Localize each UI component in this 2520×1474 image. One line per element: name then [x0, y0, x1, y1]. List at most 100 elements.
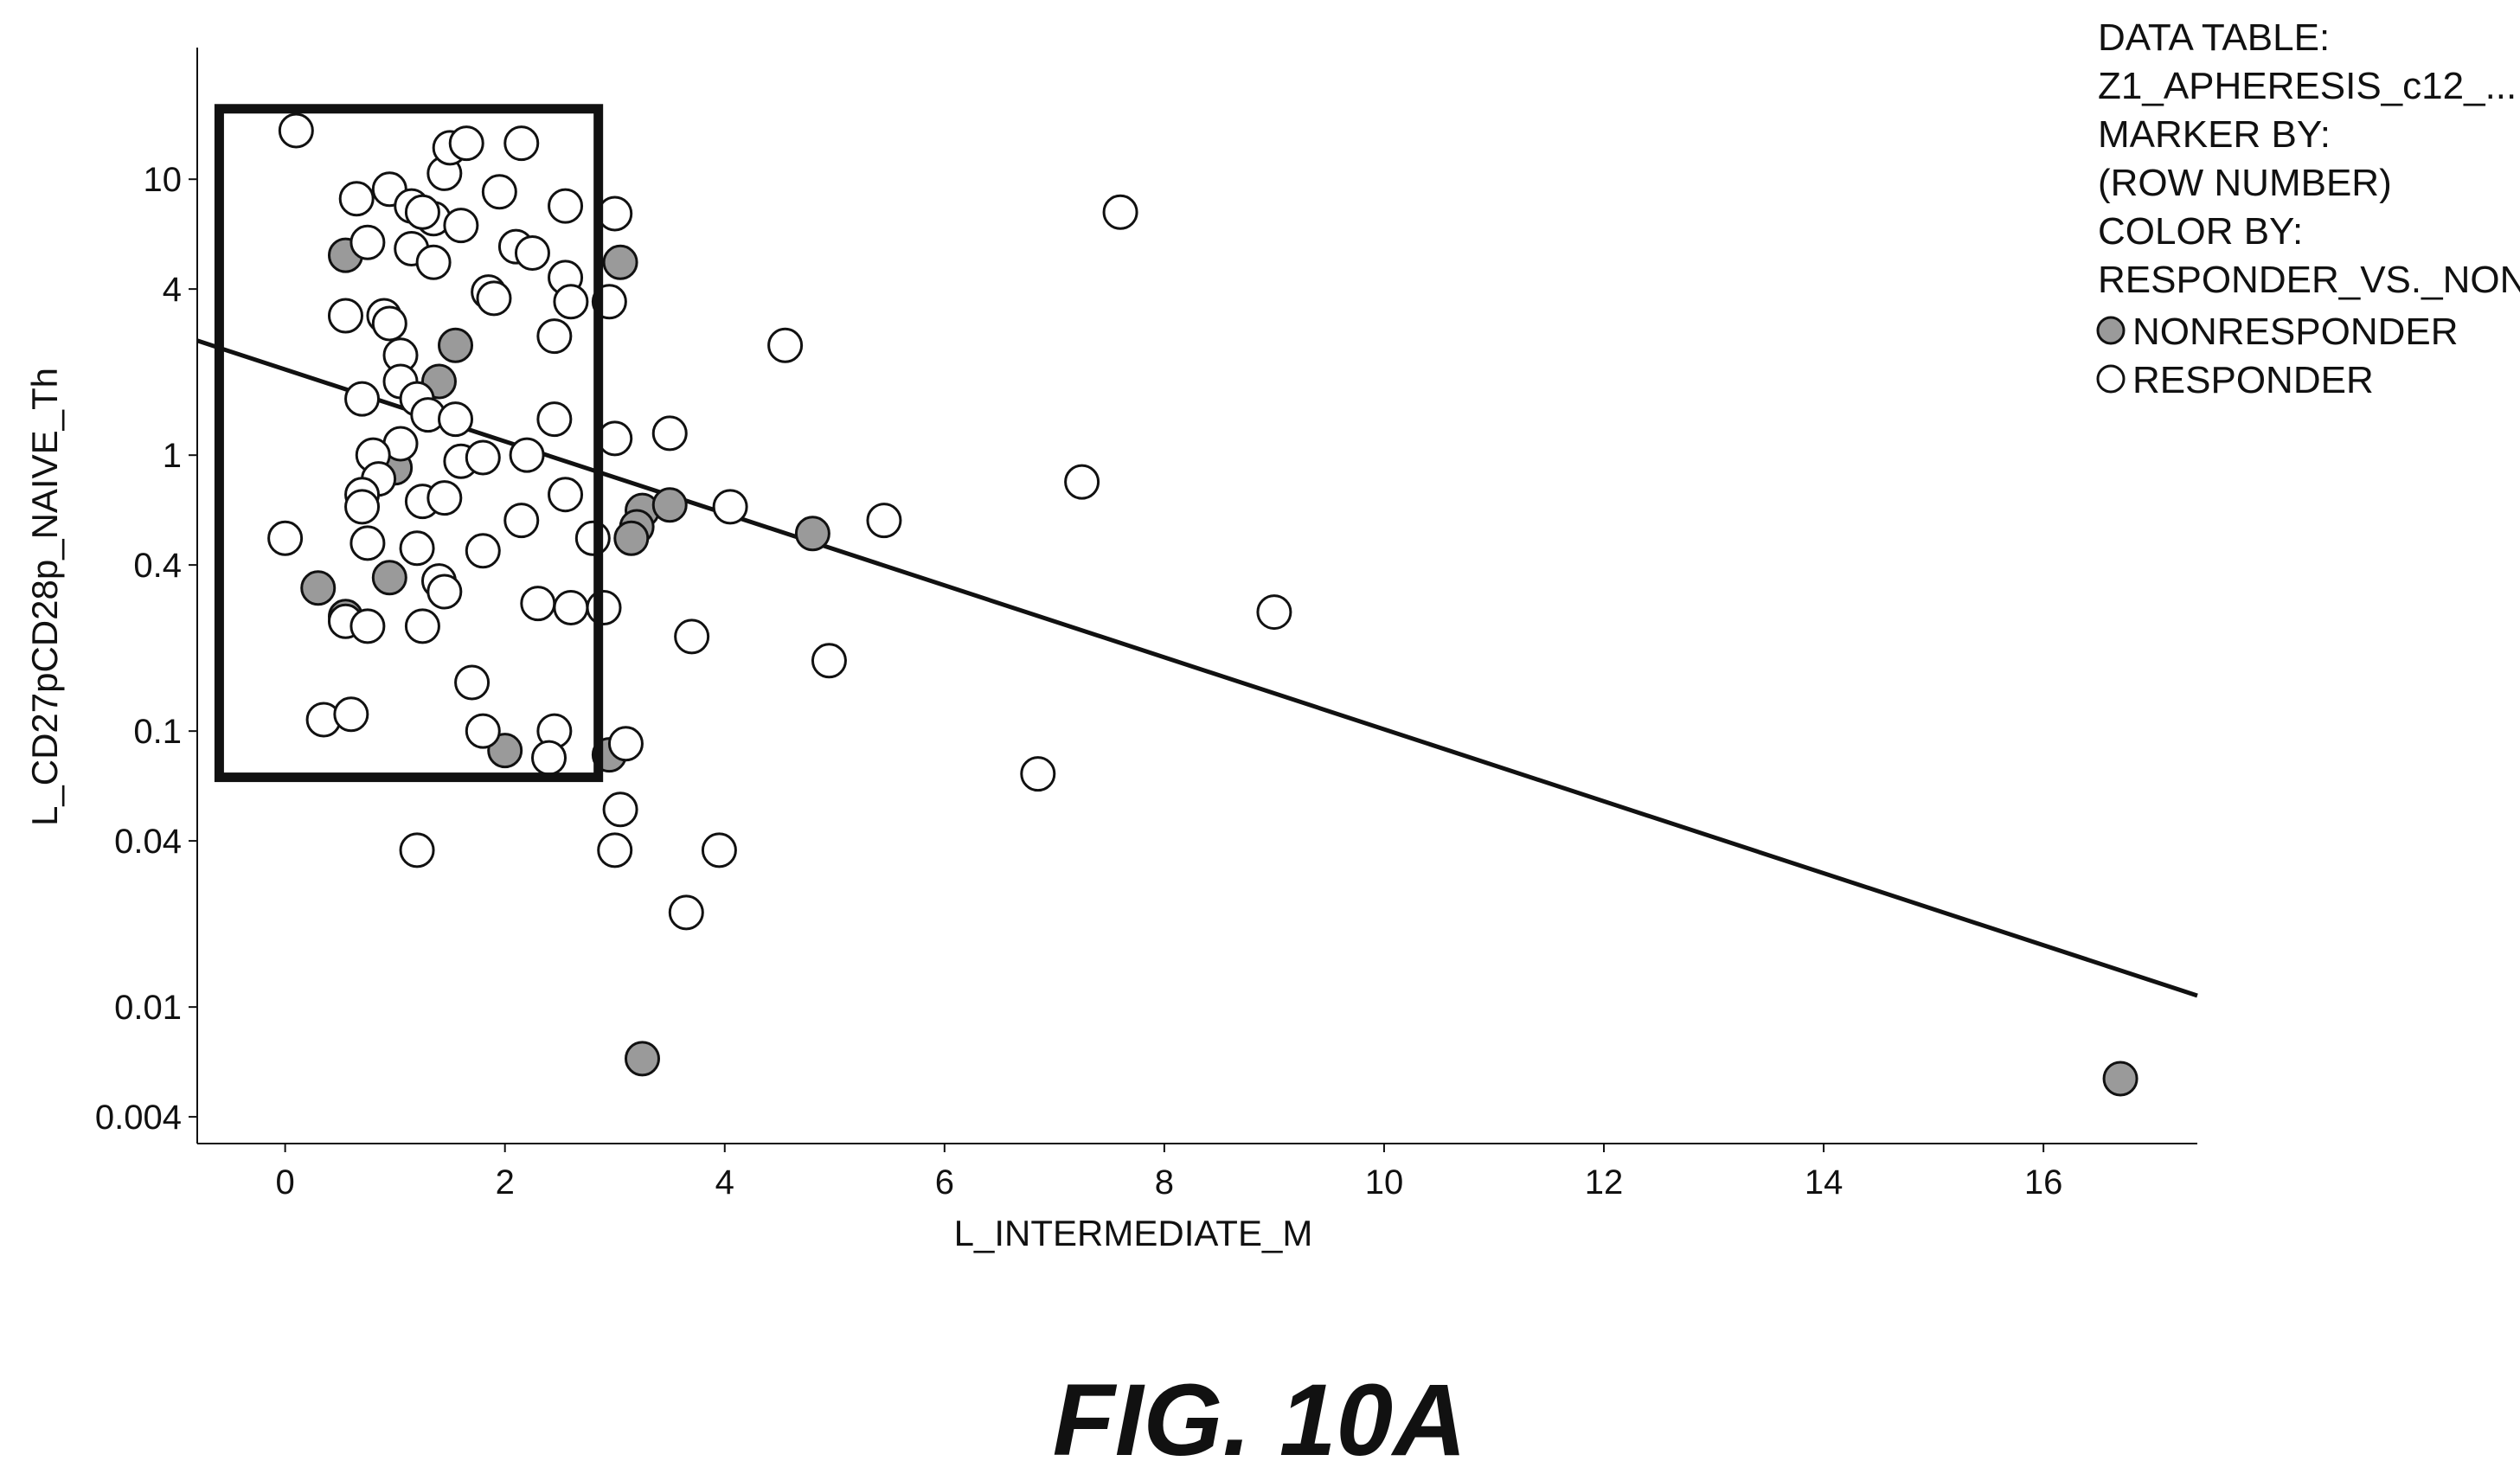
responder-point — [701, 832, 737, 868]
nonresponder-point — [371, 560, 407, 596]
nonresponder-point — [624, 1041, 660, 1077]
responder-point — [503, 125, 540, 162]
plot-marks — [196, 104, 2198, 1097]
responder-point — [520, 586, 556, 622]
y-tick-label: 0.004 — [95, 1099, 182, 1137]
nonresponder-point — [651, 487, 688, 523]
legend-line: MARKER BY: — [2098, 113, 2331, 156]
responder-point — [674, 618, 710, 655]
x-tick-label: 2 — [496, 1163, 515, 1202]
responder-point — [404, 194, 440, 230]
responder-point — [404, 608, 440, 644]
responder-point — [553, 284, 589, 320]
responder-point — [811, 643, 847, 679]
trend-line — [196, 338, 2198, 998]
nonresponder-point — [613, 520, 650, 556]
responder-point — [415, 244, 452, 280]
nonresponder-point — [487, 733, 523, 769]
responder-point — [1102, 194, 1138, 230]
x-tick-label: 16 — [2024, 1163, 2063, 1202]
responder-point — [443, 208, 479, 244]
responder-point — [481, 174, 517, 210]
responder-point — [465, 533, 501, 569]
legend-item-nonresponder: NONRESPONDER — [2132, 311, 2459, 353]
responder-point — [426, 480, 463, 516]
responder-point — [338, 181, 375, 217]
nonresponder-point — [300, 570, 337, 606]
responder-point — [712, 489, 748, 525]
responder-point — [1064, 464, 1100, 500]
tick-labels: 0 2 4 6 8 10 12 14 16 10 4 1 0.4 0.1 0.04 0.01 0.004 — [95, 161, 2063, 1202]
legend-line: RESPONDER_VS._NONRE... — [2098, 259, 2520, 301]
responder-point — [514, 235, 550, 272]
responder-point — [866, 503, 902, 539]
legend-marker-nonresponder — [2096, 316, 2126, 345]
responder-point — [767, 327, 804, 363]
legend-line: DATA TABLE: — [2098, 16, 2330, 59]
responder-point — [344, 381, 381, 417]
figure-caption: FIG. 10A — [1053, 1363, 1467, 1474]
x-axis-title: L_INTERMEDIATE_M — [954, 1213, 1313, 1253]
responder-point — [597, 832, 633, 868]
responder-point — [448, 125, 484, 162]
nonresponder-point — [794, 516, 830, 552]
legend-line: COLOR BY: — [2098, 210, 2303, 253]
responder-point — [344, 489, 381, 525]
legend-line: (ROW NUMBER) — [2098, 162, 2392, 204]
responder-point — [548, 188, 584, 224]
responder-point — [668, 894, 704, 931]
x-tick-label: 0 — [276, 1163, 295, 1202]
responder-point — [399, 832, 435, 868]
y-axis-title: L_CD27pCD28p_NAIVE_Th — [24, 368, 65, 826]
responder-point — [399, 530, 435, 567]
responder-point — [597, 195, 633, 232]
responder-point — [509, 437, 545, 473]
responder-point — [438, 401, 474, 438]
x-tick-label: 6 — [935, 1163, 954, 1202]
axes — [196, 48, 2197, 1144]
responder-point — [651, 415, 688, 452]
responder-point — [278, 112, 314, 149]
responder-point — [465, 439, 501, 476]
y-tick-label: 4 — [163, 271, 182, 309]
x-tick-label: 14 — [1805, 1163, 1844, 1202]
y-tick-label: 0.04 — [114, 823, 182, 861]
y-tick-label: 10 — [144, 161, 183, 199]
responder-point — [1020, 756, 1056, 792]
responder-point — [536, 401, 573, 438]
responder-point — [267, 520, 304, 556]
responder-point — [1256, 594, 1292, 631]
responder-point — [574, 520, 611, 556]
responder-point — [426, 574, 463, 610]
responder-point — [371, 305, 407, 342]
x-tick-label: 12 — [1585, 1163, 1624, 1202]
x-tick-label: 4 — [715, 1163, 734, 1202]
responder-point — [602, 791, 638, 828]
legend-marker-responder — [2096, 364, 2126, 394]
responder-point — [597, 420, 633, 457]
responder-point — [349, 608, 386, 644]
y-tick-label: 1 — [163, 437, 182, 475]
legend: DATA TABLE: Z1_APHERESIS_c12_... MARKER … — [2096, 16, 2520, 401]
responder-point — [503, 503, 540, 539]
responder-point — [536, 318, 573, 355]
x-tick-label: 10 — [1365, 1163, 1404, 1202]
responder-point — [607, 726, 644, 762]
responder-point — [465, 713, 501, 749]
responder-point — [349, 224, 386, 260]
responder-point — [349, 525, 386, 561]
responder-point — [333, 696, 369, 733]
responder-point — [327, 298, 363, 334]
nonresponder-point — [602, 244, 638, 280]
responder-point — [586, 590, 622, 626]
responder-point — [476, 280, 512, 317]
responder-point — [548, 477, 584, 513]
selection-box — [214, 104, 604, 783]
responder-point — [553, 590, 589, 626]
x-tick-label: 8 — [1155, 1163, 1174, 1202]
responder-point — [531, 740, 567, 776]
nonresponder-point — [2102, 1061, 2138, 1097]
nonresponder-point — [438, 327, 474, 363]
legend-item-responder: RESPONDER — [2132, 359, 2374, 401]
